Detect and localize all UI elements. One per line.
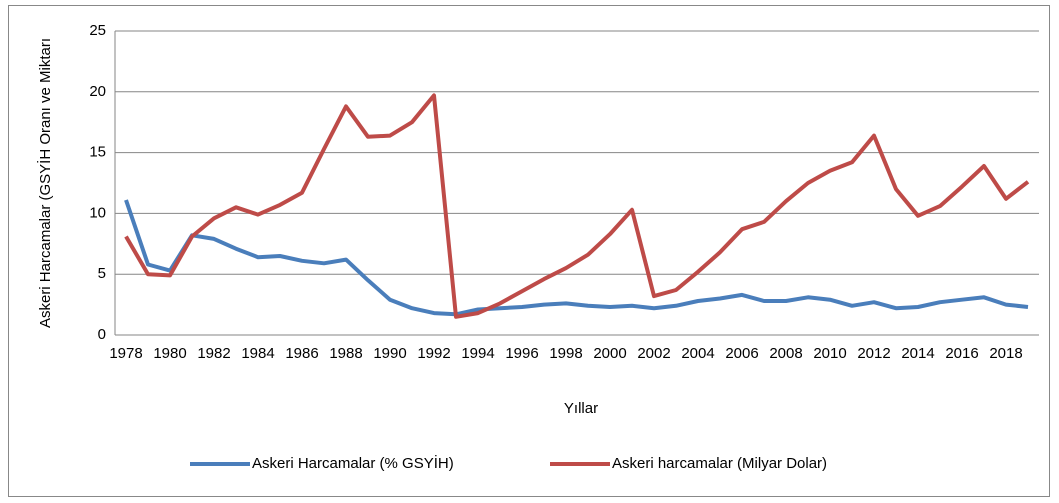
line-series xyxy=(124,93,1030,319)
x-tick-label: 1986 xyxy=(285,345,318,362)
x-tick-label: 2012 xyxy=(857,345,890,362)
x-tick-label: 2004 xyxy=(681,345,714,362)
x-tick-label: 1998 xyxy=(549,345,582,362)
y-tick-label: 25 xyxy=(89,22,106,39)
x-tick-label: 2002 xyxy=(637,345,670,362)
y-tick-label: 10 xyxy=(89,204,106,221)
y-tick-label: 5 xyxy=(98,265,106,282)
x-tick-label: 1978 xyxy=(109,345,142,362)
line-series xyxy=(124,199,1029,317)
y-tick-label: 15 xyxy=(89,144,106,161)
x-tick-label: 2000 xyxy=(593,345,626,362)
x-tick-label: 2014 xyxy=(901,345,934,362)
y-tick-label: 20 xyxy=(89,83,106,100)
x-tick-label: 2006 xyxy=(725,345,758,362)
legend-label: Askeri harcamalar (Milyar Dolar) xyxy=(612,455,827,472)
y-axis-title: Askeri Harcamalar (GSYİH Oranı ve Miktar… xyxy=(36,38,54,328)
y-tick-label: 0 xyxy=(98,326,106,343)
x-tick-label: 1980 xyxy=(153,345,186,362)
x-tick-label: 1994 xyxy=(461,345,494,362)
x-tick-label: 2008 xyxy=(769,345,802,362)
x-tick-label: 2018 xyxy=(989,345,1022,362)
x-tick-label: 1992 xyxy=(417,345,450,362)
chart-border xyxy=(8,5,1050,497)
x-tick-label: 1982 xyxy=(197,345,230,362)
legend-label: Askeri Harcamalar (% GSYİH) xyxy=(252,454,454,472)
x-tick-label: 2016 xyxy=(945,345,978,362)
x-tick-label: 1984 xyxy=(241,345,274,362)
x-tick-label: 1996 xyxy=(505,345,538,362)
x-axis-title: Yıllar xyxy=(564,400,598,417)
x-tick-label: 1988 xyxy=(329,345,362,362)
x-tick-label: 1990 xyxy=(373,345,406,362)
x-tick-label: 2010 xyxy=(813,345,846,362)
